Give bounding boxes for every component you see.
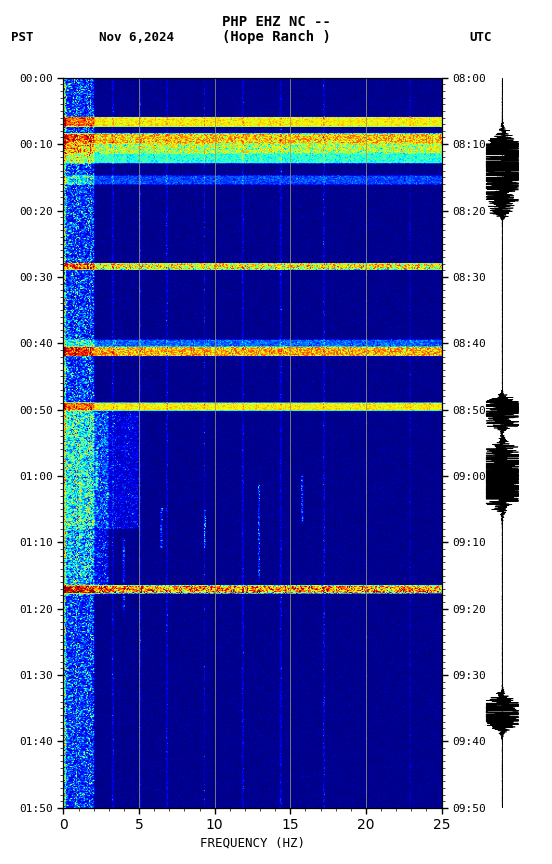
- Text: (Hope Ranch ): (Hope Ranch ): [221, 30, 331, 44]
- Text: UTC: UTC: [469, 30, 492, 44]
- Text: PST: PST: [11, 30, 34, 44]
- Text: PHP EHZ NC --: PHP EHZ NC --: [221, 15, 331, 29]
- X-axis label: FREQUENCY (HZ): FREQUENCY (HZ): [200, 836, 305, 849]
- Text: Nov 6,2024: Nov 6,2024: [99, 30, 174, 44]
